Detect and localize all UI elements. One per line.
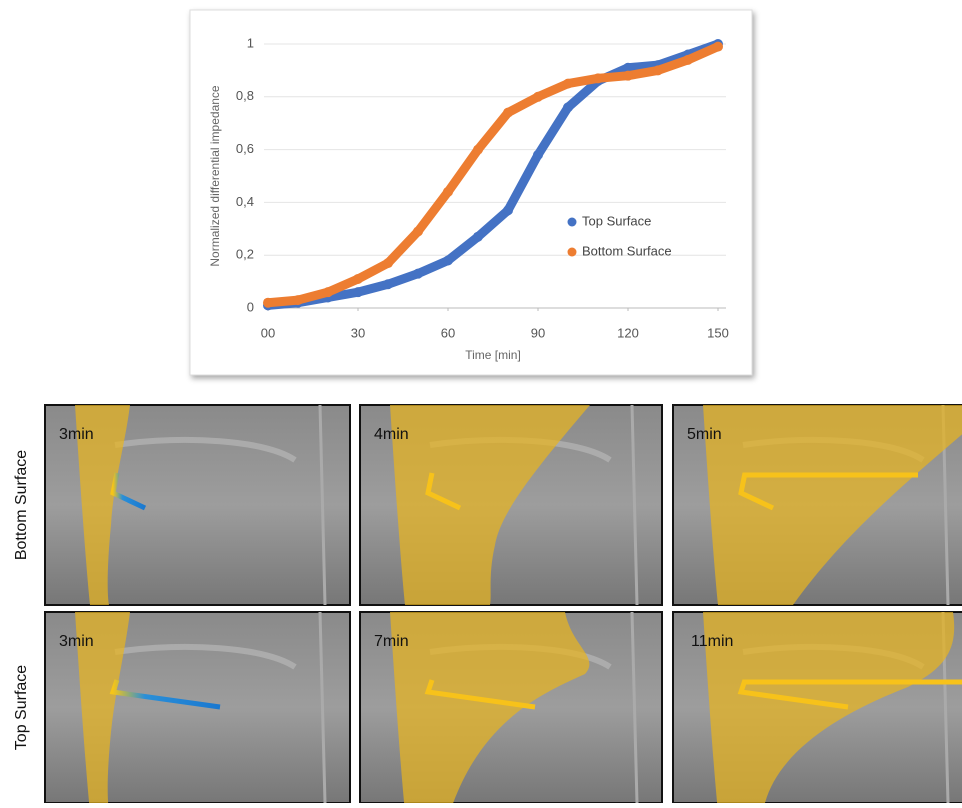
data-point [413, 269, 423, 279]
legend-label: Top Surface [582, 213, 651, 228]
panel: 3min [45, 612, 350, 803]
panels: Bottom Surface 3min 4min 5min Top Surface 3mi… [13, 405, 962, 803]
panel: 7min [360, 612, 662, 803]
data-point [653, 65, 663, 75]
legend-marker [568, 218, 577, 227]
time-label: 5min [687, 426, 722, 443]
data-point [473, 145, 483, 155]
x-tick-label: 00 [261, 325, 275, 340]
y-tick-label: 0 [247, 299, 254, 314]
data-point [563, 102, 573, 112]
data-point [533, 92, 543, 102]
data-point [533, 150, 543, 160]
data-point [353, 287, 363, 297]
data-point [293, 295, 303, 305]
data-point [353, 274, 363, 284]
data-point [563, 79, 573, 89]
data-point [503, 205, 513, 215]
time-label: 3min [59, 633, 94, 650]
time-label: 4min [374, 426, 409, 443]
data-point [473, 232, 483, 242]
figure: 0 0,2 0,4 0,6 0,8 1 00 30 60 90 120 150 Normalized d… [0, 0, 962, 803]
data-point [323, 287, 333, 297]
legend-marker [568, 248, 577, 257]
y-tick-label: 0,6 [236, 141, 254, 156]
y-tick-label: 0,4 [236, 194, 254, 209]
panel: 5min [673, 405, 962, 605]
panel: 4min [360, 405, 662, 605]
data-point [713, 42, 723, 52]
y-tick-label: 0,8 [236, 88, 254, 103]
time-label: 3min [59, 426, 94, 443]
y-tick-label: 0,2 [236, 247, 254, 262]
data-point [683, 55, 693, 65]
x-tick-label: 120 [617, 325, 639, 340]
x-tick-label: 60 [441, 325, 455, 340]
x-tick-label: 150 [707, 325, 729, 340]
data-point [263, 298, 273, 308]
x-tick-label: 30 [351, 325, 365, 340]
time-label: 7min [374, 633, 409, 650]
row-label: Bottom Surface [13, 450, 30, 560]
data-point [503, 108, 513, 118]
data-point [623, 71, 633, 81]
data-point [443, 255, 453, 265]
row-label: Top Surface [13, 665, 30, 750]
x-axis-label: Time [min] [465, 348, 521, 362]
data-point [383, 279, 393, 289]
y-tick-label: 1 [247, 35, 254, 50]
data-point [443, 187, 453, 197]
legend-label: Bottom Surface [582, 243, 672, 258]
panel: 11min [673, 612, 962, 803]
x-tick-label: 90 [531, 325, 545, 340]
data-point [383, 258, 393, 268]
data-point [593, 73, 603, 83]
time-label: 11min [691, 633, 733, 650]
panel: 3min [45, 405, 350, 605]
data-point [413, 226, 423, 236]
y-axis-label: Normalized differential impedance [208, 85, 222, 267]
